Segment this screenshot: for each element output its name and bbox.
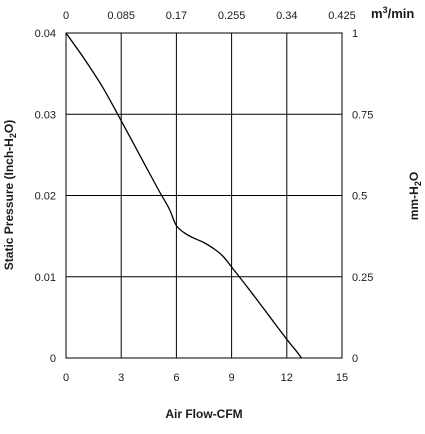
secondary-x-tick-label: 0.34 xyxy=(276,10,297,22)
x-tick-label: 12 xyxy=(281,372,293,384)
x-tick-label: 15 xyxy=(336,372,348,384)
x-tick-label: 3 xyxy=(118,372,124,384)
secondary-x-tick-label: 0.425 xyxy=(328,10,356,22)
secondary-x-axis-title-sup: 3 xyxy=(383,5,388,15)
pq-curve-line xyxy=(65,32,303,359)
secondary-x-tick-label: 0.085 xyxy=(107,10,135,22)
secondary-x-tick-label: 0 xyxy=(63,10,69,22)
y-axis-title: Static Pressure (Inch-H2O) xyxy=(2,120,18,270)
secondary-x-axis-title: m3/min xyxy=(371,5,414,21)
secondary-y-axis-title-sub: 2 xyxy=(413,181,423,186)
secondary-x-tick-label: 0.255 xyxy=(218,10,246,22)
x-tick-label: 9 xyxy=(229,372,235,384)
y-tick-label: 0.02 xyxy=(35,191,56,203)
x-axis-title: Air Flow-CFM xyxy=(165,407,242,421)
y-axis-title-main: Static Pressure (Inch-H xyxy=(2,138,16,270)
x-tick-label: 6 xyxy=(173,372,179,384)
y-tick-label: 0.03 xyxy=(35,109,56,121)
secondary-y-tick-label: 1 xyxy=(352,28,358,40)
secondary-x-axis-title-main: m xyxy=(371,6,383,21)
secondary-x-axis-title-end: /min xyxy=(388,6,415,21)
grid-layer xyxy=(66,33,342,358)
secondary-y-tick-label: 0 xyxy=(352,353,358,365)
secondary-y-tick-label: 0.5 xyxy=(352,191,367,203)
x-tick-label: 0 xyxy=(63,372,69,384)
series-layer xyxy=(65,32,303,359)
secondary-y-tick-label: 0.75 xyxy=(352,109,373,121)
secondary-x-tick-label: 0.17 xyxy=(166,10,187,22)
plot-frame xyxy=(65,32,343,359)
secondary-y-axis-title-end: O xyxy=(407,172,421,181)
secondary-y-axis-title-main: mm-H xyxy=(407,186,421,220)
secondary-y-tick-label: 0.25 xyxy=(352,272,373,284)
y-tick-label: 0 xyxy=(50,353,56,365)
y-tick-label: 0.01 xyxy=(35,272,56,284)
y-tick-label: 0.04 xyxy=(35,28,56,40)
y-axis-title-end: O) xyxy=(2,120,16,133)
secondary-y-axis-title: mm-H2O xyxy=(407,172,423,220)
y-axis-title-sub: 2 xyxy=(8,133,18,138)
